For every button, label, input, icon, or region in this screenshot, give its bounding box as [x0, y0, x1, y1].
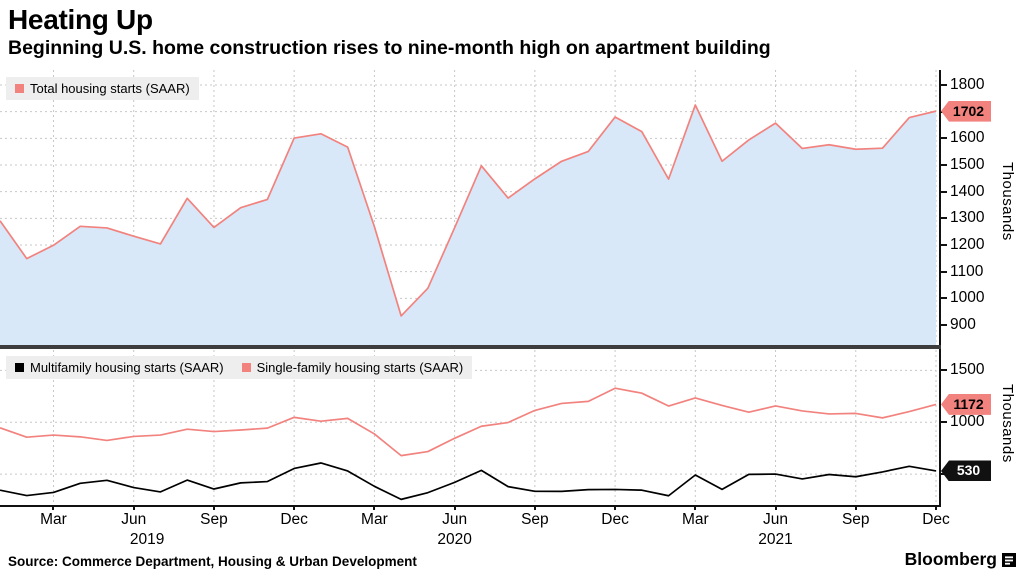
total-starts-area-chart	[0, 70, 937, 346]
legend-swatch-icon	[15, 363, 24, 372]
x-tick	[453, 505, 456, 510]
x-tick-label: Dec	[922, 511, 950, 528]
y-axis-unit-label-top: Thousands	[999, 162, 1016, 241]
x-tick	[373, 505, 376, 510]
x-year-label: 2019	[129, 531, 165, 548]
legend-label: Total housing starts (SAAR)	[30, 81, 190, 96]
x-tick-label: Jun	[121, 511, 147, 528]
legend-item: Total housing starts (SAAR)	[15, 81, 190, 96]
x-tick	[533, 505, 536, 510]
last-value-badge: 1702	[941, 100, 991, 122]
x-tick-label: Sep	[521, 511, 549, 528]
x-year-label: 2021	[758, 531, 793, 548]
x-tick-label: Jun	[442, 511, 468, 528]
y-axis-unit-label-bottom: Thousands	[999, 384, 1016, 463]
x-tick-label: Sep	[841, 511, 870, 528]
legend-item: Single-family housing starts (SAAR)	[241, 360, 464, 375]
y-tick-label: 1100	[950, 262, 984, 280]
legend-swatch-icon	[15, 84, 24, 93]
x-tick-label: Mar	[361, 511, 388, 528]
y-tick	[941, 297, 947, 300]
y-tick	[941, 369, 947, 372]
bloomberg-logo: Bloomberg	[905, 549, 1016, 570]
x-tick	[212, 505, 215, 510]
y-tick	[941, 324, 947, 326]
x-year-label: 2020	[437, 531, 472, 548]
y-tick-label: 1000	[950, 413, 985, 431]
y-tick-label: 1400	[950, 182, 985, 200]
y-tick-label: 1000	[950, 289, 985, 307]
x-tick-label: Sep	[200, 511, 228, 528]
y-tick	[941, 84, 947, 86]
bloomberg-wordmark: Bloomberg	[904, 549, 997, 569]
last-value-badge: 530	[941, 460, 991, 482]
chart-subtitle: Beginning U.S. home construction rises t…	[8, 37, 771, 59]
x-tick	[854, 505, 857, 510]
x-tick	[614, 505, 617, 510]
y-tick-label: 1500	[950, 361, 985, 379]
legend-item: Multifamily housing starts (SAAR)	[15, 360, 224, 375]
x-tick	[774, 505, 777, 510]
x-tick-label: Dec	[601, 511, 629, 528]
x-tick	[132, 505, 135, 510]
legend-family: Multifamily housing starts (SAAR) Single-…	[6, 356, 473, 379]
chart-title: Heating Up	[8, 4, 153, 35]
y-tick-label: 1200	[950, 236, 985, 253]
legend-label: Multifamily housing starts (SAAR)	[30, 360, 224, 375]
y-tick	[941, 244, 947, 246]
x-tick-label: Jun	[763, 511, 789, 528]
y-tick	[941, 190, 947, 193]
source-note: Source: Commerce Department, Housing & U…	[8, 554, 417, 569]
legend-swatch-icon	[241, 363, 251, 372]
x-tick-label: Mar	[681, 511, 709, 528]
y-axis-line	[939, 70, 941, 507]
y-tick	[941, 421, 947, 424]
x-tick	[935, 505, 937, 510]
x-tick	[52, 505, 55, 510]
x-axis-line	[0, 505, 941, 507]
y-tick-label: 900	[950, 316, 976, 333]
x-tick-label: Dec	[280, 511, 308, 528]
x-tick	[694, 505, 697, 510]
bloomberg-terminal-icon	[1002, 552, 1016, 567]
y-tick	[941, 137, 947, 140]
x-tick-label: Mar	[40, 511, 67, 528]
y-tick-label: 1500	[950, 156, 985, 173]
y-tick	[941, 270, 947, 273]
y-tick	[941, 217, 947, 220]
x-tick	[293, 505, 296, 510]
legend-label: Single-family housing starts (SAAR)	[256, 360, 464, 375]
y-tick-label: 1600	[950, 129, 985, 147]
y-tick-label: 1800	[950, 76, 985, 93]
y-tick-label: 1300	[950, 209, 985, 227]
panel-divider	[0, 345, 941, 349]
last-value-badge: 1172	[941, 393, 991, 415]
legend-total: Total housing starts (SAAR)	[6, 77, 199, 100]
y-tick	[941, 164, 947, 166]
